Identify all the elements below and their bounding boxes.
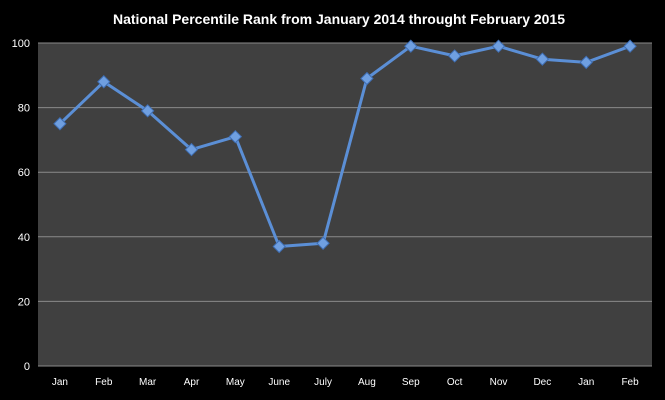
x-tick-label: Sep	[402, 377, 420, 388]
y-tick-label: 40	[18, 232, 30, 244]
data-point	[228, 129, 243, 144]
data-point	[404, 39, 418, 53]
data-point	[491, 39, 506, 53]
x-tick-label: June	[268, 377, 290, 388]
x-tick-label: Jan	[52, 377, 68, 388]
plot-area	[38, 43, 652, 366]
x-tick-label: May	[226, 377, 245, 388]
x-tick-label: Jan	[578, 377, 594, 388]
data-point	[53, 117, 67, 131]
chart-title: National Percentile Rank from January 20…	[113, 11, 565, 27]
x-tick-label: Feb	[621, 377, 639, 388]
data-point	[579, 55, 593, 70]
data-point	[360, 71, 374, 86]
y-tick-label: 100	[12, 38, 30, 50]
data-point	[447, 49, 462, 63]
x-tick-label: Aug	[358, 377, 376, 388]
data-point	[140, 104, 155, 118]
data-point	[535, 52, 550, 66]
x-tick-label: Apr	[184, 377, 200, 388]
series-line	[58, 44, 631, 248]
x-tick-label: Nov	[490, 377, 508, 388]
x-tick-label: Mar	[139, 377, 157, 388]
x-tick-label: Dec	[533, 377, 551, 388]
y-tick-label: 80	[18, 103, 30, 115]
data-point	[272, 239, 286, 254]
data-point	[97, 75, 111, 89]
x-axis-ticks: Jan Feb Mar Apr May June July Aug Sep Oct Nov Dec Ja…	[52, 377, 639, 388]
x-tick-label: July	[314, 377, 332, 388]
x-tick-label: Oct	[447, 377, 463, 388]
y-tick-label: 20	[18, 296, 30, 308]
y-tick-label: 60	[18, 167, 30, 179]
data-points	[53, 39, 637, 254]
y-axis-ticks: 0 20 40 60 80 100	[12, 38, 30, 373]
y-tick-label: 0	[24, 361, 30, 373]
x-tick-label: Feb	[95, 377, 113, 388]
data-point	[623, 39, 637, 53]
data-point	[184, 142, 199, 157]
data-point	[316, 236, 330, 250]
